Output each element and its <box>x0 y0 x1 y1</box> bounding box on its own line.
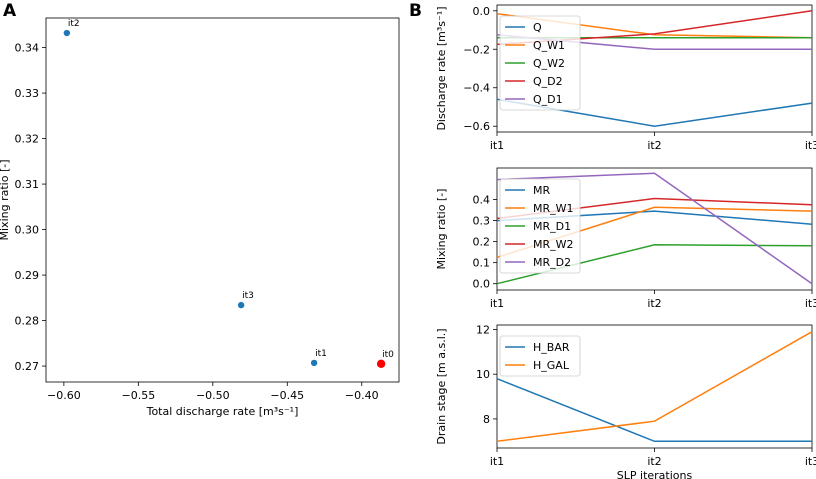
scatter-ytick-label: 0.32 <box>15 133 40 146</box>
stage-legend-label-h_gal: H_GAL <box>533 359 570 372</box>
stage-xtick-label: it1 <box>490 455 504 468</box>
scatter-xtick-label: −0.55 <box>121 389 155 402</box>
scatter-point-it0 <box>376 359 386 368</box>
stage-series-h_bar <box>496 378 812 443</box>
scatter-point-label-it2: it2 <box>68 19 80 29</box>
panel-label-b: B <box>409 1 422 21</box>
scatter-ytick-label: 0.30 <box>15 224 40 237</box>
scatter-point-label-it3: it3 <box>242 291 254 301</box>
scatter-xlabel: Total discharge rate [m³s⁻¹] <box>146 405 299 418</box>
mixing-ratio-plot: it1 it2 it3 0.0 0.1 0.2 0.3 0.4 Mixing ratio [-]… <box>435 167 816 310</box>
discharge-ytick-label: −0.4 <box>463 82 490 95</box>
discharge-legend-label-q_w2: Q_W2 <box>533 57 565 70</box>
scatter-ytick-label: 0.27 <box>15 360 40 373</box>
stage-ytick-label: 12 <box>476 323 490 336</box>
mixing-legend-label-mr_w2: MR_W2 <box>533 238 574 251</box>
scatter-ylabel: Mixing ratio [-] <box>0 160 11 241</box>
discharge-ytick-label: −0.6 <box>463 120 490 133</box>
scatter-ytick-label: 0.34 <box>15 42 40 55</box>
scatter-point-label-it0: it0 <box>382 350 394 360</box>
scatter-point-label-it1: it1 <box>315 349 327 359</box>
stage-ylabel: Drain stage [m a.s.l.] <box>435 328 448 444</box>
mixing-legend-label-mr: MR <box>533 184 550 197</box>
stage-series-h_gal <box>496 331 813 443</box>
mixing-ytick-label: 0.2 <box>473 236 491 249</box>
mixing-ytick-label: 0.1 <box>473 257 491 270</box>
scatter-point-it2 <box>63 29 71 37</box>
scatter-point-it1 <box>310 359 318 367</box>
discharge-xtick-label: it3 <box>805 139 816 152</box>
discharge-legend-label-q_d1: Q_D1 <box>533 93 563 106</box>
scatter-ytick-label: 0.29 <box>15 269 40 282</box>
scatter-xtick-label: −0.60 <box>47 389 81 402</box>
mixing-xtick-label: it3 <box>805 297 816 310</box>
stage-xlabel: SLP iterations <box>617 469 693 479</box>
scatter-xtick-label: −0.50 <box>196 389 230 402</box>
scatter-plot: −0.60 −0.55 −0.50 −0.45 −0.40 0.27 0.28 0.29 0.3… <box>0 17 400 418</box>
drain-stage-plot: it1 it2 it3 8 10 12 Drain stage [m a.s.l.] SLP … <box>435 323 816 479</box>
scatter-frame <box>45 17 400 383</box>
discharge-legend-label-q: Q <box>533 21 542 34</box>
stage-ytick-label: 8 <box>483 413 490 426</box>
discharge-plot: it1 it2 it3 0.0 −0.2 −0.4 −0.6 Discharge rate [… <box>435 4 816 152</box>
scatter-point-it3 <box>237 301 245 309</box>
discharge-ytick-label: 0.0 <box>473 5 491 18</box>
scatter-xtick-label: −0.40 <box>345 389 379 402</box>
mixing-ylabel: Mixing ratio [-] <box>435 189 448 270</box>
discharge-legend-label-q_w1: Q_W1 <box>533 39 565 52</box>
stage-legend-label-h_bar: H_BAR <box>533 341 570 354</box>
mixing-series-mr_d2 <box>496 172 813 285</box>
discharge-xtick-label: it1 <box>490 139 504 152</box>
discharge-xtick-label: it2 <box>647 139 661 152</box>
mixing-legend-label-mr_w1: MR_W1 <box>533 202 574 215</box>
discharge-legend-box <box>499 15 581 111</box>
scatter-ytick-label: 0.31 <box>15 178 40 191</box>
mixing-xtick-label: it2 <box>647 297 661 310</box>
scatter-xtick-label: −0.45 <box>270 389 304 402</box>
discharge-legend-label-q_d2: Q_D2 <box>533 75 563 88</box>
stage-xtick-label: it2 <box>647 455 661 468</box>
mixing-legend-label-mr_d2: MR_D2 <box>533 256 571 269</box>
mixing-ytick-label: 0.3 <box>473 215 491 228</box>
scatter-ytick-label: 0.28 <box>15 315 40 328</box>
mixing-legend-label-mr_d1: MR_D1 <box>533 220 571 233</box>
stage-ytick-label: 10 <box>476 368 490 381</box>
discharge-ylabel: Discharge rate [m³s⁻¹] <box>435 6 448 130</box>
scatter-ytick-label: 0.33 <box>15 87 40 100</box>
mixing-ytick-label: 0.0 <box>473 278 491 291</box>
discharge-ytick-label: −0.2 <box>463 43 490 56</box>
stage-xtick-label: it3 <box>805 455 816 468</box>
panel-label-a: A <box>3 1 17 21</box>
stage-legend-box <box>499 335 581 377</box>
mixing-legend-box <box>499 178 581 274</box>
mixing-ytick-label: 0.4 <box>473 194 491 207</box>
mixing-xtick-label: it1 <box>490 297 504 310</box>
